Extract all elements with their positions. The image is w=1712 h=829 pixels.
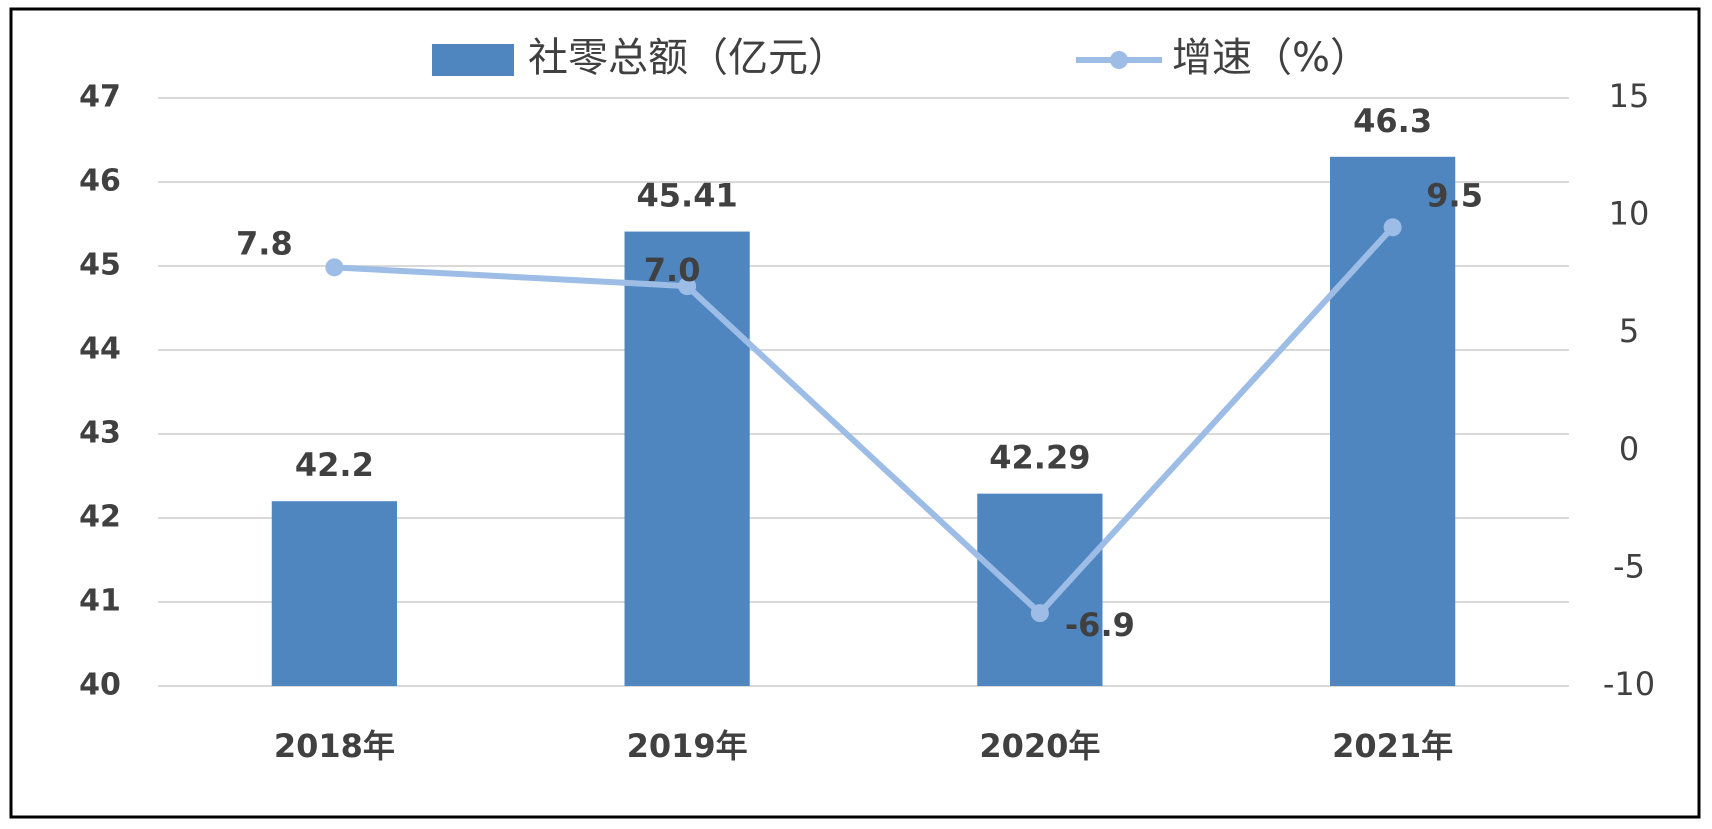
y-tick-label: 44 bbox=[79, 332, 121, 367]
y-tick-label: 47 bbox=[79, 80, 121, 115]
bar-value-label: 42.2 bbox=[295, 446, 374, 484]
y2-tick-label: -5 bbox=[1613, 547, 1645, 585]
legend-swatch-point bbox=[1110, 51, 1128, 69]
x-tick-label: 2019年 bbox=[627, 727, 748, 765]
y2-tick-label: 10 bbox=[1609, 195, 1650, 233]
line-point bbox=[325, 258, 344, 277]
line-point bbox=[1030, 604, 1049, 623]
bar bbox=[1330, 156, 1456, 687]
legend-swatch bbox=[432, 44, 514, 76]
line-point bbox=[1383, 218, 1402, 237]
y-tick-label: 46 bbox=[79, 164, 121, 199]
bar bbox=[977, 493, 1103, 686]
x-tick-label: 2020年 bbox=[979, 727, 1100, 765]
y-tick-label: 42 bbox=[79, 500, 121, 535]
y-tick-label: 45 bbox=[79, 248, 121, 283]
line-value-label: 7.8 bbox=[236, 224, 293, 262]
y-tick-label: 43 bbox=[79, 416, 121, 451]
y2-tick-label: 15 bbox=[1609, 77, 1650, 115]
y-tick-label: 40 bbox=[79, 668, 121, 703]
bar bbox=[271, 501, 397, 686]
x-tick-label: 2018年 bbox=[274, 727, 395, 765]
legend-label: 增速（%） bbox=[1172, 35, 1370, 81]
y-tick-label: 41 bbox=[79, 584, 121, 619]
bar-value-label: 46.3 bbox=[1353, 102, 1432, 140]
bar-value-label: 45.41 bbox=[637, 177, 738, 215]
line bbox=[334, 225, 1395, 618]
x-tick-label: 2021年 bbox=[1332, 727, 1453, 765]
legend-label: 社零总额（亿元） bbox=[528, 35, 848, 81]
line-value-label: -6.9 bbox=[1065, 606, 1135, 644]
bar bbox=[624, 231, 750, 686]
bar-value-label: 42.29 bbox=[989, 439, 1090, 477]
y2-tick-label: 5 bbox=[1619, 312, 1639, 350]
line-value-label: 9.5 bbox=[1426, 176, 1483, 214]
y2-tick-label: -10 bbox=[1603, 665, 1655, 703]
line-point bbox=[678, 277, 697, 296]
line-value-label: 7.0 bbox=[644, 251, 701, 289]
y2-tick-label: 0 bbox=[1619, 430, 1639, 468]
